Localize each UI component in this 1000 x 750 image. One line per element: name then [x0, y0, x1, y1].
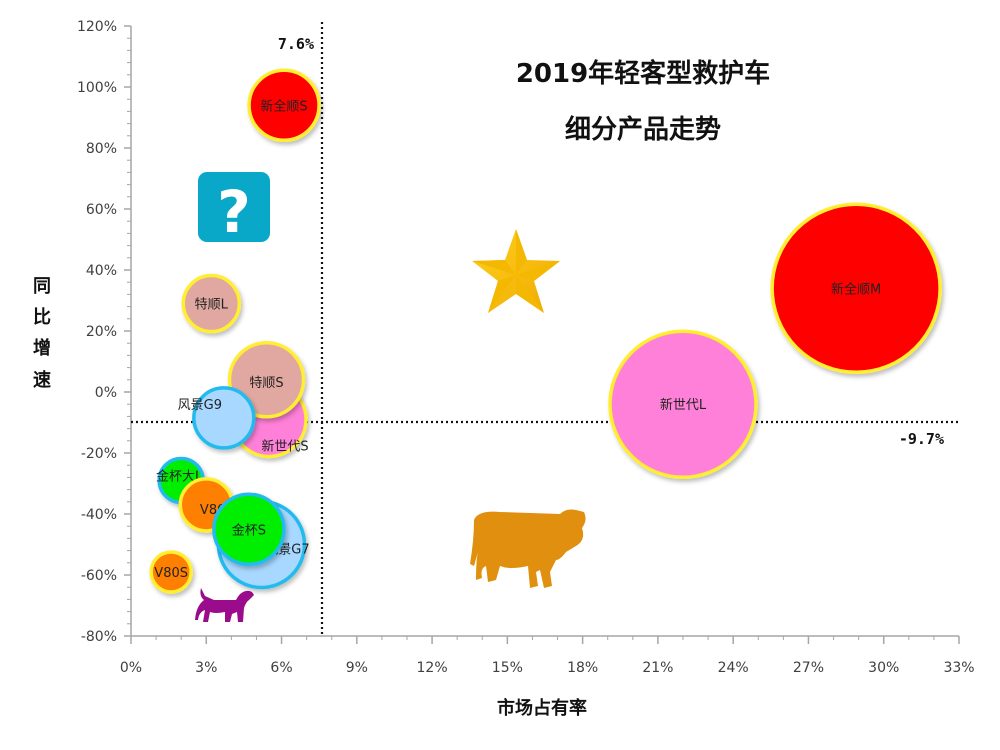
bubble-label: 金杯S — [232, 522, 266, 538]
y-axis: 120% 100% 80% 60% 40% 20% 0% -20% -40% -60% -80% — [77, 19, 132, 645]
bubble-label: 新全顺S — [260, 98, 307, 114]
chart-title-line-2: 细分产品走势 — [565, 114, 721, 145]
cash-cow-icon — [470, 509, 586, 588]
y-tick-label: 100% — [77, 80, 117, 96]
question-mark-icon: ? — [198, 172, 270, 246]
bubble[interactable]: 新世代L — [608, 329, 758, 479]
x-axis-title: 市场占有率 — [497, 697, 587, 719]
y-axis-title: 同 比 增 速 — [33, 276, 51, 391]
bubble[interactable]: 金杯S — [212, 492, 286, 566]
x-tick-label: 18% — [567, 660, 598, 676]
x-tick-label: 9% — [346, 660, 368, 676]
bubble-circle[interactable] — [149, 550, 193, 594]
star-icon — [472, 229, 560, 313]
y-tick-label: 40% — [86, 263, 117, 279]
bubble-circle[interactable] — [770, 202, 942, 375]
dog-icon — [195, 588, 254, 622]
bubble-label: 新世代S — [261, 438, 308, 454]
bubble-label: 新全顺M — [831, 281, 881, 297]
bubble-label: 特顺L — [195, 298, 229, 313]
y-axis-title-char: 比 — [33, 307, 51, 328]
y-axis-title-char: 同 — [33, 276, 51, 297]
bubble-circle[interactable] — [212, 492, 286, 566]
y-tick-label: 80% — [86, 141, 117, 157]
bubble-label: 金杯大L — [156, 468, 203, 484]
bubble-circle[interactable] — [192, 386, 256, 450]
bubble[interactable]: 特顺L — [181, 273, 242, 334]
bubble-label: 风景G9 — [178, 398, 222, 413]
bubble[interactable]: 新全顺S — [247, 68, 321, 143]
bubble[interactable]: V80S — [149, 550, 193, 594]
x-tick-label: 30% — [868, 660, 899, 676]
x-tick-label: 0% — [120, 660, 142, 676]
bubble-circle[interactable] — [608, 329, 758, 479]
chart-title-line-1: 2019年轻客型救护车 — [516, 58, 770, 89]
x-tick-label: 21% — [642, 660, 673, 676]
reference-y-label: -9.7% — [899, 430, 944, 448]
y-tick-label: -60% — [81, 568, 117, 584]
svg-text:?: ? — [217, 178, 251, 246]
x-tick-label: 12% — [417, 660, 448, 676]
x-tick-label: 3% — [195, 660, 217, 676]
bubble-label: V80S — [154, 566, 188, 581]
y-tick-label: 60% — [86, 202, 117, 218]
x-axis: 0% 3% 6% 9% 12% 15% 18% 21% 24% 27% 30% 33% — [120, 635, 975, 676]
y-axis-title-char: 增 — [33, 337, 51, 359]
bubble[interactable]: 风景G9 — [178, 386, 256, 450]
x-tick-label: 27% — [793, 660, 824, 676]
x-tick-label: 15% — [492, 660, 523, 676]
bubble-circle[interactable] — [181, 273, 242, 334]
y-tick-label: -20% — [81, 446, 117, 462]
bubble[interactable]: 新全顺M — [770, 202, 942, 375]
reference-x-label: 7.6% — [278, 35, 314, 53]
y-tick-label: 120% — [77, 19, 117, 35]
bubble-series: 新全顺S特顺L新世代S特顺S风景G9风景G7金杯大LV80L金杯SV80S新世代… — [149, 68, 942, 594]
bubble-circle[interactable] — [247, 68, 321, 143]
y-tick-label: 0% — [95, 385, 117, 401]
bubble-label: 新世代L — [660, 397, 707, 413]
x-tick-label: 24% — [718, 660, 749, 676]
y-tick-label: 20% — [86, 324, 117, 340]
y-tick-label: -40% — [81, 507, 117, 523]
x-tick-label: 6% — [270, 660, 292, 676]
y-axis-title-char: 速 — [33, 369, 51, 391]
x-tick-label: 33% — [943, 660, 974, 676]
bubble-label: 特顺S — [249, 376, 283, 391]
y-tick-label: -80% — [81, 629, 117, 645]
